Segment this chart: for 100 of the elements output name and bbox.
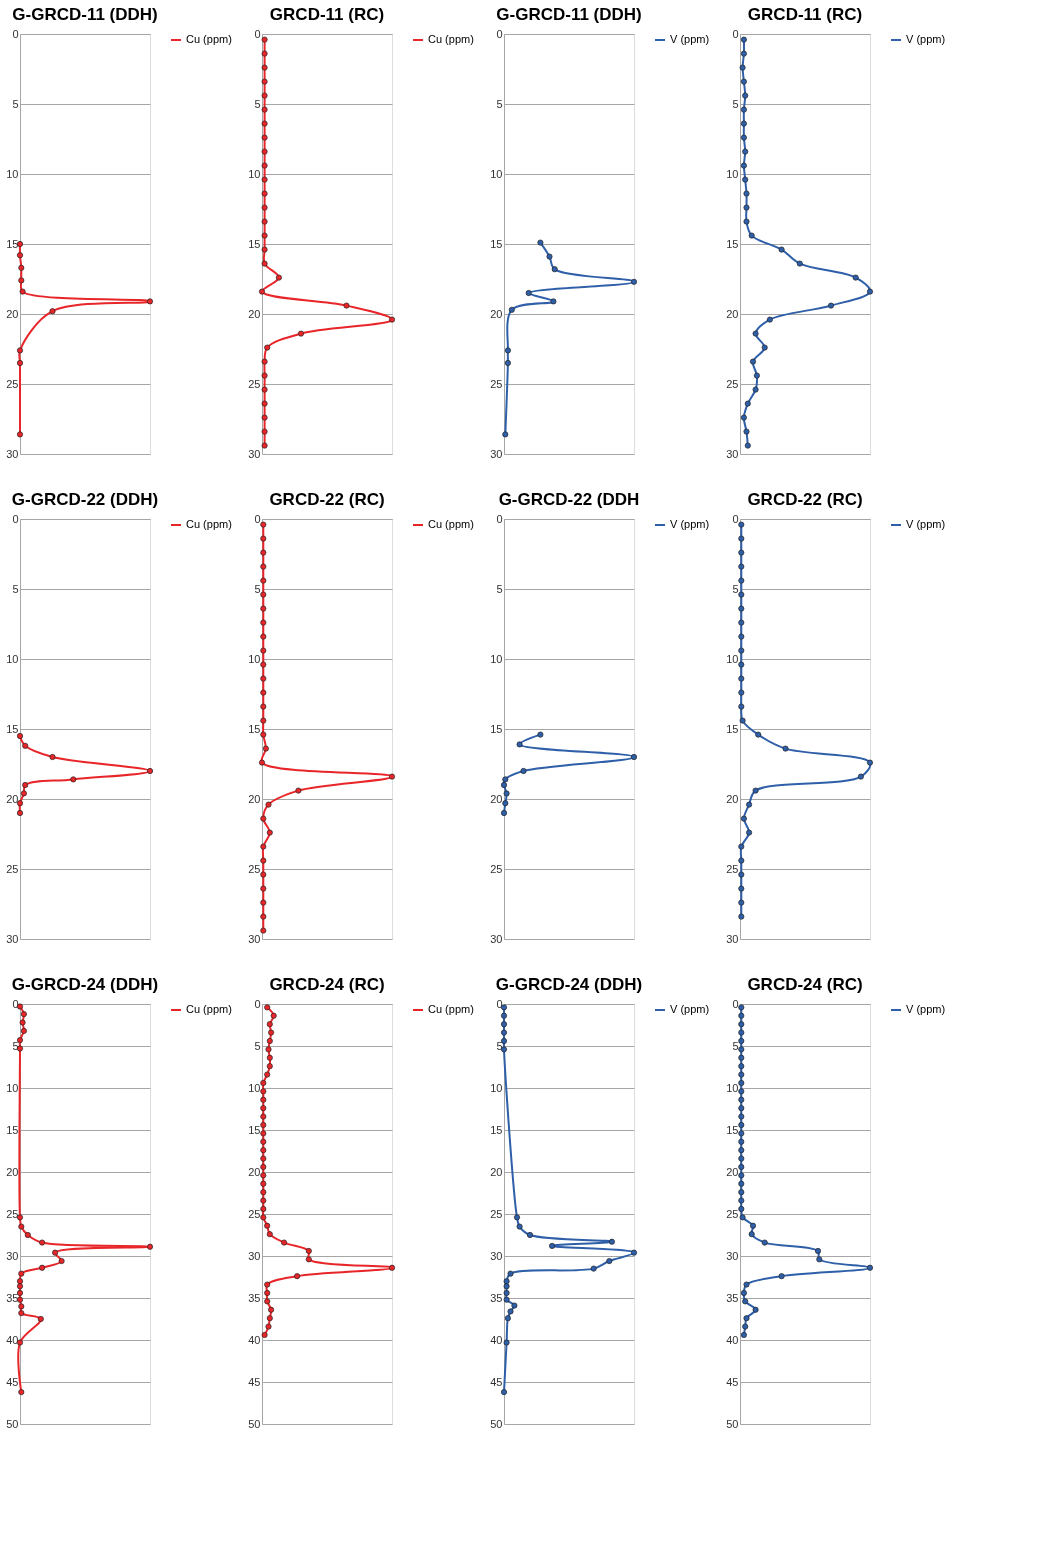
y-tick-label: 10 — [6, 652, 19, 665]
y-tick-label: 25 — [248, 862, 261, 875]
legend-label: Cu (ppm) — [428, 1003, 474, 1015]
y-tick-label: 0 — [254, 512, 261, 525]
y-tick-label: 45 — [248, 1375, 261, 1388]
chart-title: GRCD-22 (RC) — [747, 490, 863, 509]
y-tick-label: 40 — [490, 1333, 503, 1346]
y-tick-label: 10 — [490, 167, 503, 180]
chart-title: GRCD-24 (RC) — [269, 975, 385, 994]
y-tick-label: 0 — [12, 997, 19, 1010]
y-tick-label: 20 — [726, 792, 739, 805]
y-tick-label: 45 — [726, 1375, 739, 1388]
legend-label: V (ppm) — [670, 518, 710, 530]
chart-title: GRCD-11 (RC) — [747, 5, 863, 24]
y-tick-label: 5 — [732, 1039, 739, 1052]
y-tick-label: 15 — [6, 237, 19, 250]
chart-title: G-GRCD-22 (DDH — [498, 490, 640, 509]
y-tick-label: 20 — [490, 1165, 503, 1178]
y-tick-label: 25 — [248, 1207, 261, 1220]
y-tick-label: 10 — [248, 652, 261, 665]
y-tick-label: 15 — [490, 237, 503, 250]
y-tick-label: 20 — [248, 307, 261, 320]
y-tick-label: 35 — [248, 1291, 261, 1304]
y-tick-label: 0 — [496, 27, 503, 40]
y-tick-label: 30 — [6, 932, 19, 945]
y-tick-label: 25 — [726, 1207, 739, 1220]
y-tick-label: 10 — [726, 652, 739, 665]
y-tick-label: 20 — [248, 792, 261, 805]
y-tick-label: 30 — [490, 932, 503, 945]
y-tick-label: 0 — [732, 512, 739, 525]
y-tick-label: 0 — [12, 27, 19, 40]
chart-title: G-GRCD-11 (DDH) — [496, 5, 642, 24]
legend-label: Cu (ppm) — [428, 33, 474, 45]
y-tick-label: 25 — [490, 862, 503, 875]
y-tick-label: 30 — [726, 1249, 739, 1262]
legend-label: V (ppm) — [906, 518, 946, 530]
y-tick-label: 25 — [726, 862, 739, 875]
y-tick-label: 0 — [496, 512, 503, 525]
y-tick-label: 15 — [248, 722, 261, 735]
y-tick-label: 5 — [12, 1039, 19, 1052]
y-tick-label: 5 — [496, 97, 503, 110]
y-tick-label: 5 — [732, 582, 739, 595]
y-tick-label: 40 — [6, 1333, 19, 1346]
y-tick-label: 20 — [490, 307, 503, 320]
y-tick-label: 5 — [12, 582, 19, 595]
y-tick-label: 50 — [726, 1417, 739, 1430]
y-tick-label: 15 — [490, 722, 503, 735]
y-tick-label: 50 — [6, 1417, 19, 1430]
y-tick-label: 25 — [6, 377, 19, 390]
y-tick-label: 5 — [254, 97, 261, 110]
y-tick-label: 35 — [6, 1291, 19, 1304]
y-tick-label: 15 — [248, 1123, 261, 1136]
y-tick-label: 35 — [726, 1291, 739, 1304]
y-tick-label: 20 — [6, 1165, 19, 1178]
y-tick-label: 0 — [12, 512, 19, 525]
y-tick-label: 30 — [726, 447, 739, 460]
chart-title: G-GRCD-11 (DDH) — [12, 5, 158, 24]
y-tick-label: 10 — [490, 652, 503, 665]
y-tick-label: 15 — [6, 1123, 19, 1136]
chart-title: GRCD-22 (RC) — [269, 490, 385, 509]
y-tick-label: 10 — [248, 167, 261, 180]
y-tick-label: 5 — [732, 97, 739, 110]
y-tick-label: 30 — [248, 1249, 261, 1262]
y-tick-label: 25 — [248, 377, 261, 390]
chart-title: G-GRCD-24 (DDH) — [495, 975, 643, 994]
y-tick-label: 10 — [6, 167, 19, 180]
y-tick-label: 5 — [254, 1039, 261, 1052]
y-tick-label: 50 — [248, 1417, 261, 1430]
y-tick-label: 45 — [6, 1375, 19, 1388]
legend-label: Cu (ppm) — [186, 1003, 232, 1015]
y-tick-label: 30 — [248, 932, 261, 945]
y-tick-label: 10 — [248, 1081, 261, 1094]
y-tick-label: 10 — [6, 1081, 19, 1094]
chart-title: G-GRCD-22 (DDH) — [11, 490, 159, 509]
y-tick-label: 15 — [490, 1123, 503, 1136]
y-tick-label: 15 — [248, 237, 261, 250]
y-tick-label: 50 — [490, 1417, 503, 1430]
y-tick-label: 40 — [726, 1333, 739, 1346]
y-tick-label: 5 — [12, 97, 19, 110]
y-tick-label: 10 — [726, 1081, 739, 1094]
y-tick-label: 20 — [490, 792, 503, 805]
y-tick-label: 15 — [726, 722, 739, 735]
y-tick-label: 0 — [732, 27, 739, 40]
chart-title: GRCD-24 (RC) — [747, 975, 863, 994]
y-tick-label: 0 — [496, 997, 503, 1010]
y-tick-label: 5 — [496, 582, 503, 595]
legend-label: Cu (ppm) — [428, 518, 474, 530]
y-tick-label: 15 — [726, 237, 739, 250]
y-tick-label: 10 — [490, 1081, 503, 1094]
chart-title: GRCD-11 (RC) — [269, 5, 385, 24]
y-tick-label: 20 — [726, 307, 739, 320]
y-tick-label: 30 — [490, 1249, 503, 1262]
y-tick-label: 0 — [254, 27, 261, 40]
legend-label: V (ppm) — [906, 1003, 946, 1015]
y-tick-label: 25 — [490, 377, 503, 390]
y-tick-label: 30 — [248, 447, 261, 460]
y-tick-label: 30 — [6, 1249, 19, 1262]
y-tick-label: 10 — [726, 167, 739, 180]
y-tick-label: 40 — [248, 1333, 261, 1346]
y-tick-label: 5 — [496, 1039, 503, 1052]
